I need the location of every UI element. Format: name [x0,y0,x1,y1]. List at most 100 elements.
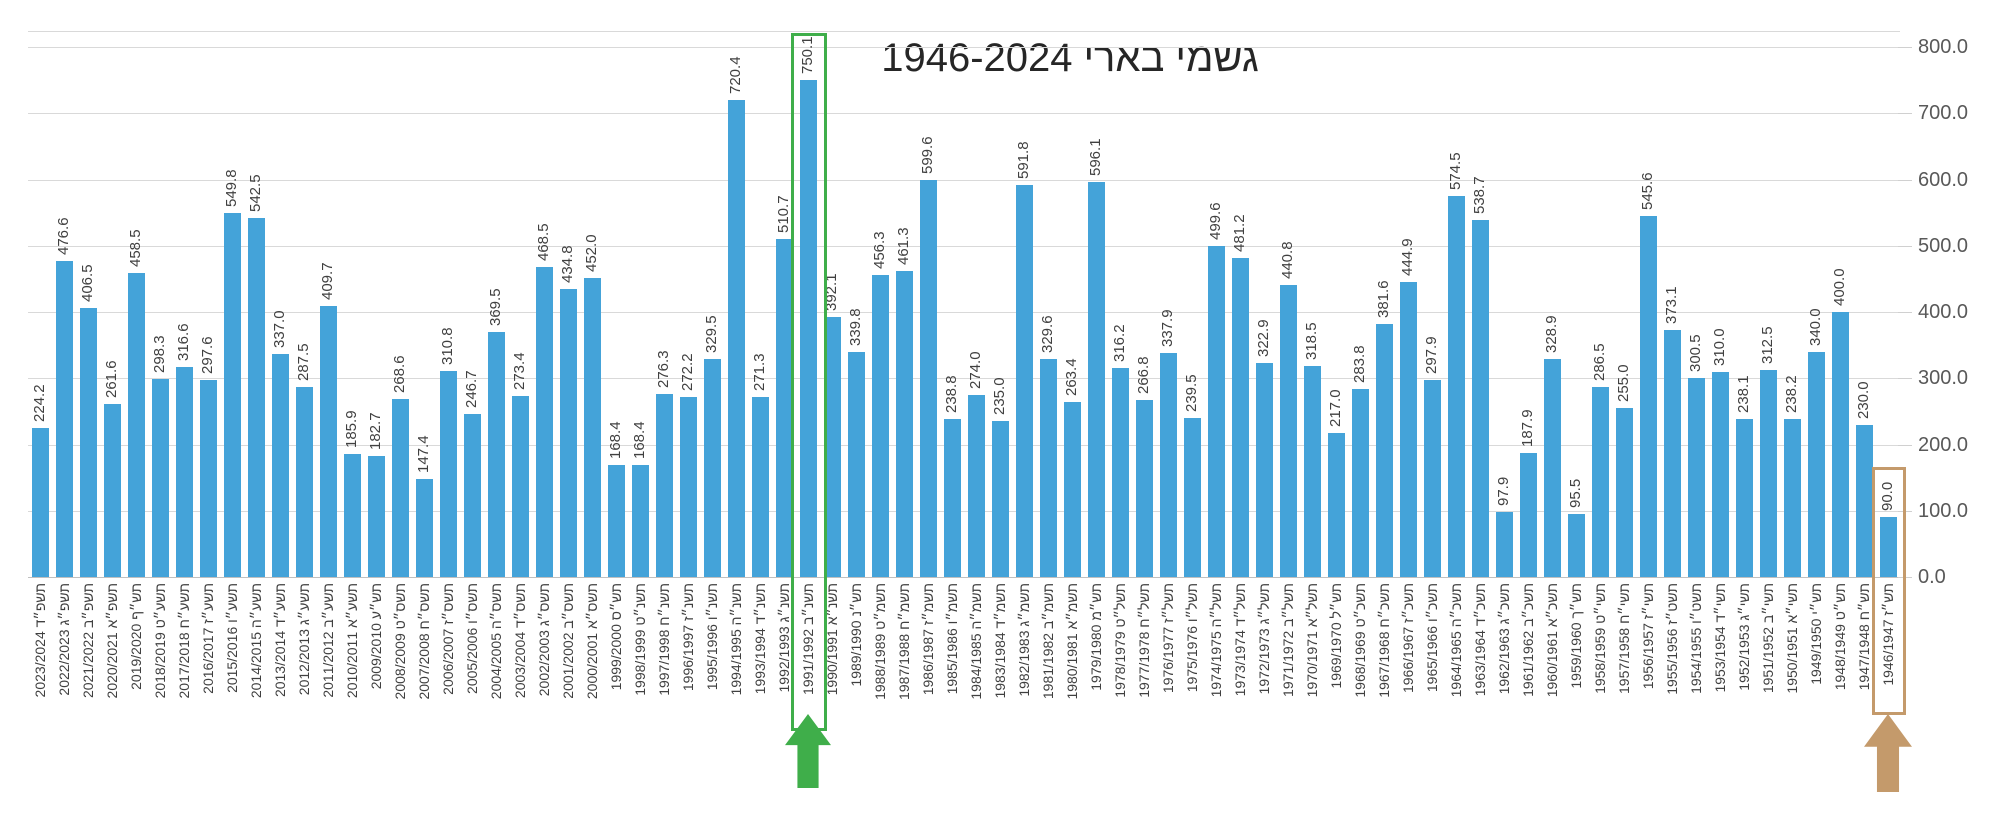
bar [607,465,625,577]
x-axis-label: תש״ך 1959/1960 [1568,583,1584,689]
x-axis-label: תשמ״ה 1984/1985 [968,583,984,700]
bar [535,266,553,577]
bar [439,371,457,577]
bar-value-label: 456.3 [871,231,888,269]
bar [775,238,793,577]
bar-value-label: 261.6 [103,360,120,398]
x-axis-label: תשפ״ג 2022/2023 [56,583,72,696]
bar-value-label: 591.8 [1015,141,1032,179]
bar-value-label: 596.1 [1087,138,1104,177]
bar [967,395,985,577]
bar [583,277,601,577]
bar [55,261,73,577]
bar-value-label: 95.5 [1567,478,1584,508]
bar [1423,379,1441,577]
bar-value-label: 720.4 [727,56,744,94]
bar [1471,220,1489,577]
bar [1231,258,1249,577]
bar-value-label: 329.5 [703,315,720,353]
x-axis-label: תשנ״ו 1995/1996 [704,583,720,691]
chart-title: גשמי בארי 1946-2024 [881,36,1259,80]
bar-value-label: 434.8 [559,245,576,283]
bar-value-label: 381.6 [1375,280,1392,319]
bar-value-label: 300.5 [1687,334,1704,372]
x-axis-label: תש״ע 2009/2010 [368,583,384,690]
bar-value-label: 283.8 [1351,345,1368,383]
bar [1495,512,1513,577]
x-axis-label: תש״נ 1989/1990 [848,583,864,687]
y-axis-label: 500.0 [1918,235,1969,257]
bar [1255,363,1273,577]
bar-value-label: 574.5 [1447,152,1464,191]
bar [1447,196,1465,577]
bar [1807,351,1825,577]
bar [1567,513,1585,577]
x-axis-label: תש״י 1949/1950 [1808,583,1824,685]
bar-value-label: 238.8 [943,375,960,413]
bar [295,386,313,577]
bar-value-label: 274.0 [967,351,984,390]
y-tick [1898,246,1912,247]
x-axis-label: תשמ״ט 1988/1989 [872,583,888,700]
gridline-300.0 [28,378,1900,379]
x-axis-label: תש״ס 1999/2000 [608,583,624,691]
y-tick [1898,378,1912,379]
x-axis-label: תשל״ח 1977/1978 [1136,583,1152,698]
bar-value-label: 337.9 [1159,309,1176,348]
x-axis-label: תשס״ח 2007/2008 [416,583,432,700]
bar [1711,371,1729,577]
x-axis-label: תשע״ז 2016/2017 [200,583,216,694]
bar-value-label: 549.8 [223,169,240,207]
gridline-0.0 [28,577,1900,578]
bar [415,479,433,577]
bar-value-label: 298.3 [151,335,168,374]
bar-value-label: 263.4 [1063,358,1080,397]
up-arrow-tan-icon [1864,714,1912,792]
gridline-500.0 [28,246,1900,247]
bar-value-label: 224.2 [31,384,48,423]
x-axis-label: תש״ט 1948/1949 [1832,583,1848,691]
bar-value-label: 400.0 [1831,268,1848,306]
bar [463,413,481,577]
bar-value-label: 452.0 [583,234,600,272]
bar-value-label: 542.5 [247,174,264,212]
y-tick [1898,47,1912,48]
y-axis-label: 300.0 [1918,367,1969,389]
x-axis-label: תשע״א 2010/2011 [344,583,360,699]
x-axis-label: תשכ״ז 1966/1967 [1400,583,1416,694]
gridline-400.0 [28,312,1900,313]
bar-value-label: 406.5 [79,264,96,302]
y-tick [1898,180,1912,181]
gridline-800.0 [28,47,1900,48]
x-axis-label: תשמ״ח 1987/1988 [896,583,912,700]
bar [631,465,649,577]
x-axis-label: תשט״ז 1955/1956 [1664,583,1680,695]
bar [1591,387,1609,577]
x-axis-label: תשמ״ז 1986/1987 [920,583,936,696]
bar-value-label: 440.8 [1279,241,1296,279]
x-axis-label: תשמ״א 1980/1981 [1064,583,1080,700]
bar [1687,377,1705,577]
bar-value-label: 239.5 [1183,374,1200,413]
bar-value-label: 147.4 [415,435,432,474]
bar [1783,419,1801,577]
x-axis-label: תשע״ג 2012/2013 [296,583,312,696]
x-axis-label: תשכ״ג 1962/1963 [1496,583,1512,695]
x-axis-label: תש״מ 1979/1980 [1088,583,1104,691]
bar-value-label: 316.2 [1111,323,1128,362]
bar [943,418,961,577]
bar-value-label: 599.6 [919,136,936,174]
bar [751,397,769,577]
bar [871,274,889,577]
bar [1207,246,1225,577]
bar [1759,369,1777,577]
x-axis-label: תשמ״ב 1981/1982 [1040,583,1056,700]
bar [559,288,577,577]
bar [895,271,913,577]
gridline-100.0 [28,511,1900,512]
bar-value-label: 238.2 [1783,375,1800,414]
bar-value-label: 271.3 [751,353,768,392]
bar [343,453,361,577]
y-tick [1898,445,1912,446]
bar [1735,419,1753,577]
